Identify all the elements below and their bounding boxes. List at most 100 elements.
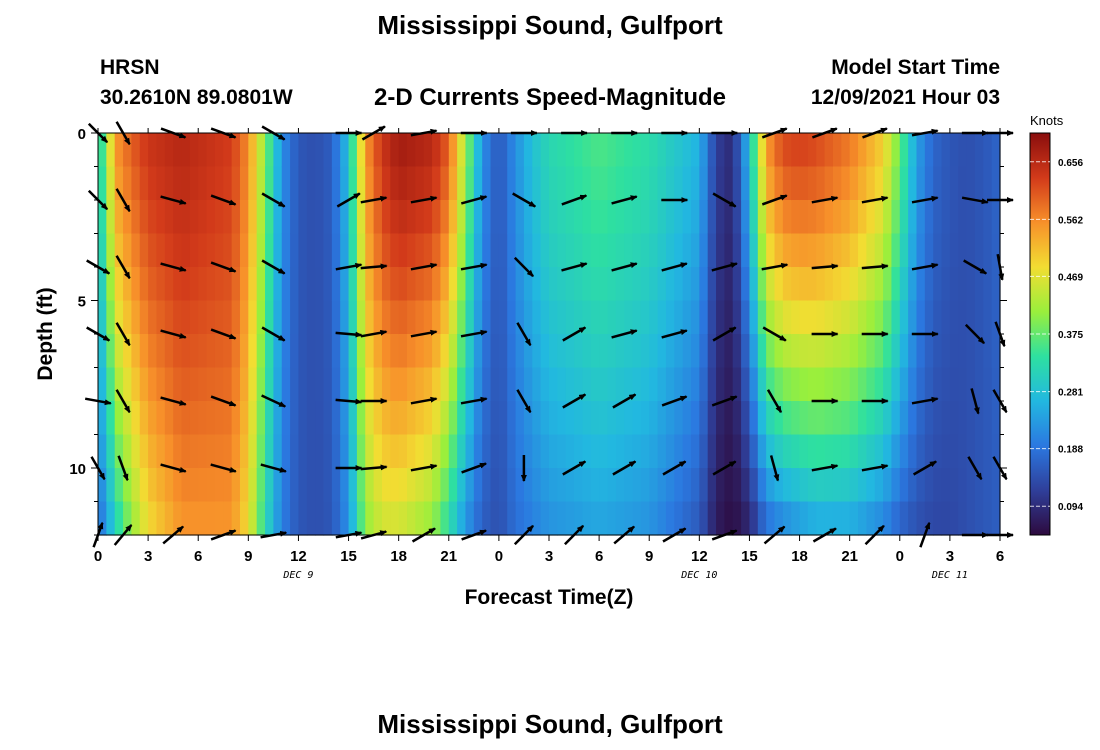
heatmap-cell xyxy=(498,166,508,201)
heatmap-cell xyxy=(198,200,208,235)
heatmap-cell xyxy=(974,267,984,302)
heatmap-cell xyxy=(983,133,993,168)
heatmap-cell xyxy=(348,166,358,201)
heatmap-cell xyxy=(348,300,358,335)
heatmap-cell xyxy=(440,233,450,268)
heatmap-cell xyxy=(724,200,734,235)
x-tick-label: 6 xyxy=(194,548,202,565)
heatmap-cell xyxy=(214,200,224,235)
heatmap-cell xyxy=(348,501,358,536)
heatmap-cell xyxy=(540,501,550,536)
heatmap-cell xyxy=(532,133,542,168)
heatmap-cell xyxy=(582,200,592,235)
heatmap-cell xyxy=(331,233,341,268)
heatmap-cell xyxy=(523,200,533,235)
heatmap-cell xyxy=(690,200,700,235)
heatmap-cell xyxy=(791,133,801,168)
heatmap-cell xyxy=(482,300,492,335)
heatmap-cell xyxy=(298,133,308,168)
heatmap-cell xyxy=(273,501,283,536)
heatmap-cell xyxy=(607,133,617,168)
heatmap-cell xyxy=(139,468,149,503)
heatmap-cell xyxy=(139,367,149,402)
heatmap-cell xyxy=(782,300,792,335)
heatmap-cell xyxy=(807,367,817,402)
heatmap-cell xyxy=(323,468,333,503)
heatmap-cell xyxy=(498,233,508,268)
heatmap-cell xyxy=(766,334,776,369)
heatmap-cell xyxy=(206,468,216,503)
heatmap-cell xyxy=(407,166,416,201)
heatmap-cell xyxy=(248,166,258,201)
heatmap-cell xyxy=(340,166,350,201)
heatmap-cell xyxy=(507,334,517,369)
heatmap-cell xyxy=(858,401,867,436)
heatmap-cell xyxy=(791,501,801,536)
heatmap-cell xyxy=(148,367,158,402)
heatmap-cell xyxy=(607,401,617,436)
heatmap-cell xyxy=(766,468,776,503)
heatmap-cell xyxy=(891,133,901,168)
heatmap-cell xyxy=(874,501,884,536)
heatmap-cell xyxy=(849,434,859,469)
heatmap-cell xyxy=(440,300,450,335)
heatmap-cell xyxy=(206,133,216,168)
heatmap-cell xyxy=(181,200,191,235)
heatmap-cell xyxy=(256,468,266,503)
heatmap-cell xyxy=(223,133,233,168)
heatmap-cell xyxy=(315,133,325,168)
heatmap-cell xyxy=(632,133,642,168)
heatmap-cell xyxy=(916,133,926,168)
station-code: HRSN xyxy=(100,56,160,79)
heatmap-cell xyxy=(958,401,968,436)
heatmap-cell xyxy=(958,367,968,402)
heatmap-cell xyxy=(757,434,767,469)
heatmap-cell xyxy=(498,367,508,402)
heatmap-cell xyxy=(490,434,500,469)
heatmap-cell xyxy=(482,468,492,503)
heatmap-cell xyxy=(181,367,191,402)
heatmap-cell xyxy=(774,133,784,168)
heatmap-cell xyxy=(908,334,918,369)
heatmap-cell xyxy=(933,468,943,503)
heatmap-cell xyxy=(983,434,993,469)
heatmap-cell xyxy=(949,367,959,402)
heatmap-cell xyxy=(206,501,216,536)
heatmap-cell xyxy=(966,233,976,268)
heatmap-cell xyxy=(348,334,358,369)
heatmap-cell xyxy=(665,300,675,335)
heatmap-cell xyxy=(632,501,642,536)
heatmap-cell xyxy=(624,501,634,536)
heatmap-cell xyxy=(206,401,216,436)
heatmap-cell xyxy=(807,401,817,436)
heatmap-cell xyxy=(390,166,400,201)
heatmap-cell xyxy=(816,300,826,335)
heatmap-cell xyxy=(824,334,834,369)
heatmap-cell xyxy=(599,133,609,168)
heatmap-cell xyxy=(373,501,383,536)
heatmap-cell xyxy=(674,501,684,536)
heatmap-cell xyxy=(423,300,433,335)
heatmap-cell xyxy=(966,468,976,503)
heatmap-cell xyxy=(348,233,358,268)
heatmap-cell xyxy=(615,434,625,469)
heatmap-cell xyxy=(156,133,166,168)
heatmap-cell xyxy=(365,501,375,536)
heatmap-cell xyxy=(657,501,667,536)
heatmap-cell xyxy=(908,401,918,436)
heatmap-cell xyxy=(816,334,826,369)
heatmap-cell xyxy=(799,334,809,369)
heatmap-cell xyxy=(214,300,224,335)
current-arrow xyxy=(335,331,363,338)
heatmap-cell xyxy=(640,334,650,369)
heatmap-cell xyxy=(707,200,717,235)
heatmap-cell xyxy=(189,401,199,436)
heatmap-cell xyxy=(507,166,517,201)
heatmap-cell xyxy=(891,233,901,268)
heatmap-cell xyxy=(549,166,558,201)
heatmap-cell xyxy=(540,468,550,503)
y-tick-label: 5 xyxy=(78,294,86,311)
heatmap-cell xyxy=(381,334,391,369)
heatmap-cell xyxy=(114,401,124,436)
heatmap-cell xyxy=(649,200,659,235)
